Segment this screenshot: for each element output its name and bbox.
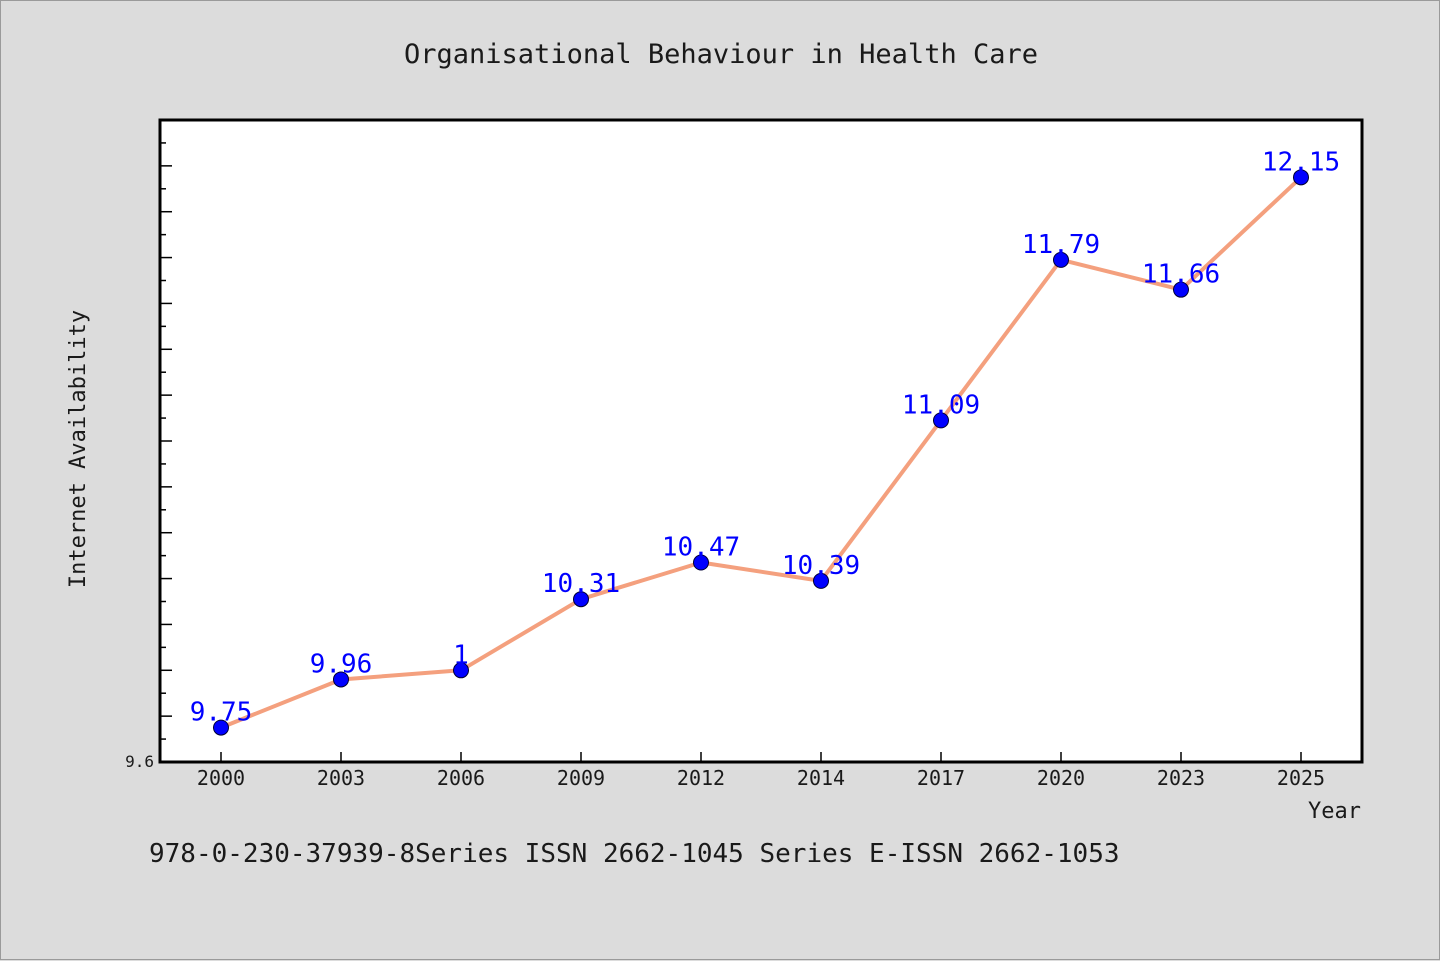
y-axis-ticks: 9.6 (125, 142, 172, 771)
series-line (220, 175, 1303, 730)
x-tick-label: 2009 (557, 766, 605, 790)
x-axis-label: Year (1308, 799, 1361, 824)
chart-title: Organisational Behaviour in Health Care (404, 39, 1038, 70)
data-label: 11.09 (902, 390, 980, 420)
data-point[interactable] (1053, 251, 1069, 268)
data-point[interactable] (1173, 281, 1189, 298)
data-point[interactable] (333, 671, 349, 688)
x-tick-label: 2012 (677, 766, 725, 790)
data-label: 1 (453, 640, 469, 670)
x-tick-label: 2023 (1157, 766, 1205, 790)
data-label: 10.39 (782, 551, 860, 581)
isbn-issn-footer: 978-0-230-37939-8Series ISSN 2662-1045 S… (149, 839, 1120, 869)
data-point[interactable] (213, 719, 229, 736)
y-tick-label: 9.6 (125, 752, 154, 771)
x-tick-label: 2025 (1277, 766, 1325, 790)
data-point[interactable] (1293, 169, 1309, 186)
data-point[interactable] (933, 412, 949, 429)
plot-area (158, 118, 1364, 764)
x-tick-label: 2020 (1037, 766, 1085, 790)
y-axis-label: Internet Availability (66, 310, 91, 588)
x-tick-label: 2017 (917, 766, 965, 790)
data-label: 10.47 (662, 533, 740, 563)
data-label: 10.31 (542, 569, 620, 599)
data-point[interactable] (573, 591, 589, 608)
x-axis-ticks: 2000 2003 2006 2009 2012 2014 2017 2020 2023 2025 (197, 752, 1325, 790)
data-point[interactable] (453, 662, 469, 679)
data-label: 9.75 (190, 698, 253, 728)
data-label: 9.96 (310, 649, 373, 679)
x-tick-label: 2003 (317, 766, 365, 790)
data-label: 11.79 (1022, 230, 1100, 260)
series-layer: 9.75 9.96 1 10.31 10.47 10.39 11.09 11.79 11.66 1… (190, 147, 1340, 736)
x-tick-label: 2014 (797, 766, 845, 790)
x-tick-label: 2006 (437, 766, 485, 790)
data-point[interactable] (813, 572, 829, 589)
data-point[interactable] (693, 554, 709, 571)
data-label: 11.66 (1142, 260, 1220, 290)
x-tick-label: 2000 (197, 766, 245, 790)
data-label: 12.15 (1262, 147, 1340, 177)
